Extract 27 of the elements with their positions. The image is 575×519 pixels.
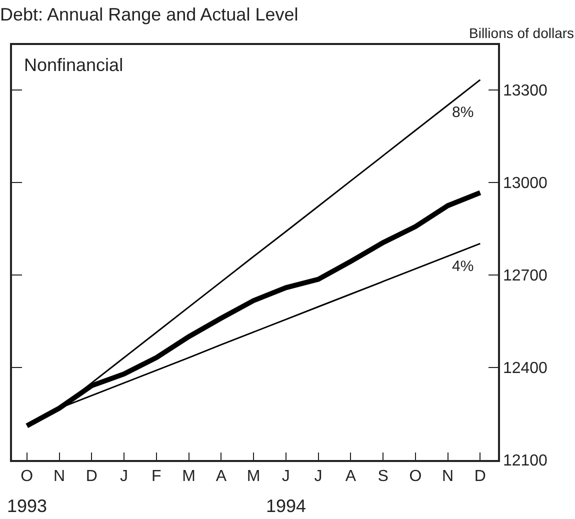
x-tick-label: D — [86, 468, 98, 485]
x-tick-label: O — [20, 468, 34, 485]
x-tick-label: O — [409, 468, 422, 485]
chart-title: Debt: Annual Range and Actual Level — [0, 4, 298, 24]
x-tick-label: J — [120, 468, 128, 485]
x-tick-label: N — [53, 468, 66, 485]
x-tick-label: A — [345, 468, 356, 485]
x-tick-label: M — [246, 468, 260, 485]
x-tick-label: J — [314, 468, 322, 485]
x-tick-label: F — [152, 468, 162, 485]
x-tick-label: M — [182, 468, 196, 485]
series-label: 8% — [452, 104, 474, 121]
series-label: 4% — [452, 258, 474, 275]
y-tick-label: 13000 — [502, 175, 548, 192]
x-tick-label: N — [442, 468, 454, 485]
y-axis-title: Billions of dollars — [469, 25, 574, 41]
text: 1994 — [266, 496, 306, 516]
x-tick-label: J — [282, 468, 290, 485]
x-tick-label: D — [474, 468, 486, 485]
text: 1993 — [7, 496, 48, 516]
y-tick-label: 12400 — [502, 360, 548, 378]
y-tick-label: 12700 — [502, 268, 548, 285]
x-tick-label: A — [216, 468, 227, 485]
x-tick-label: S — [378, 468, 388, 485]
annotation: Nonfinancial — [24, 55, 124, 75]
y-tick-label: 13300 — [502, 82, 548, 100]
y-tick-label: 12100 — [502, 452, 548, 470]
